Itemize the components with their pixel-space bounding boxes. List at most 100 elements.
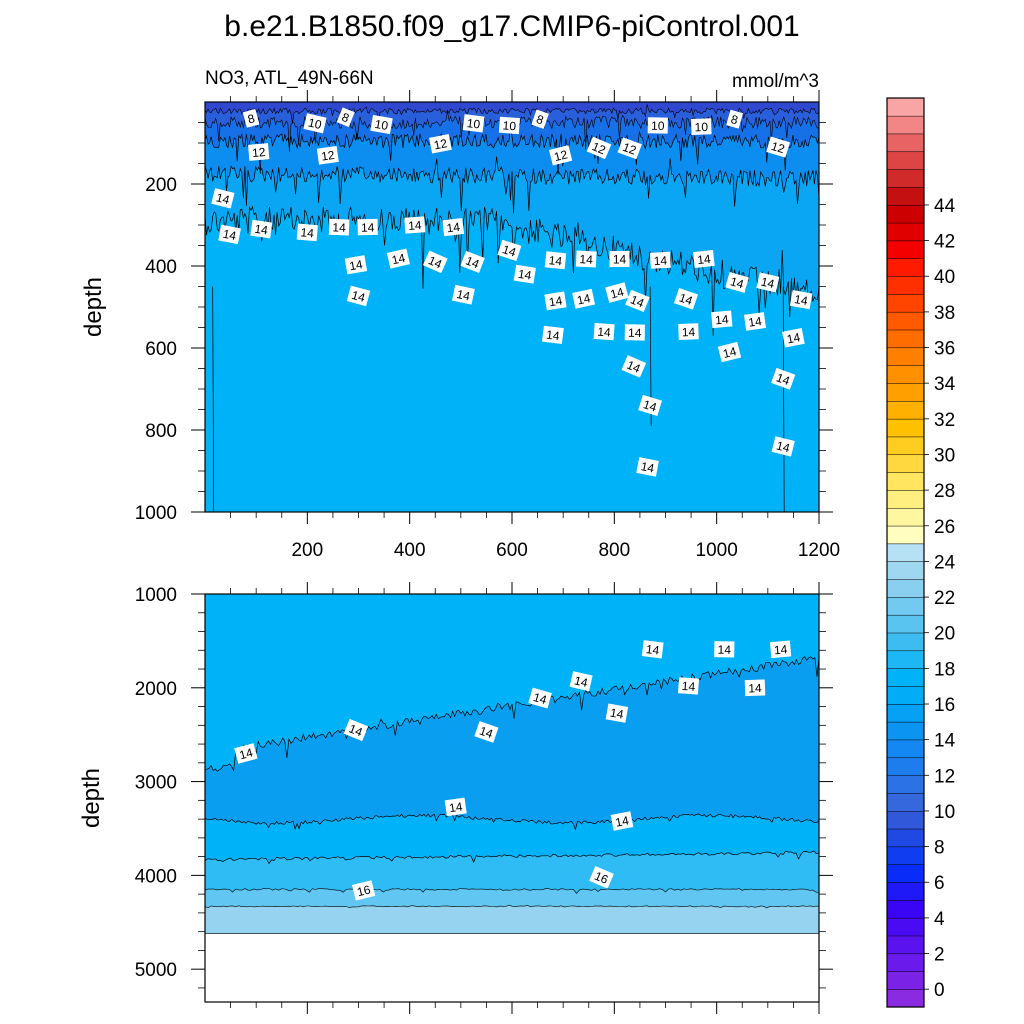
colorbar-box xyxy=(886,739,925,759)
contour-label: 14 xyxy=(250,219,273,239)
contour-label: 14 xyxy=(474,721,499,743)
colorbar-tick-labels: 0246810121416182022242628303234363840424… xyxy=(924,196,956,1001)
contour-label-box xyxy=(343,718,369,742)
contour-label-box xyxy=(789,289,813,310)
contour-label-text: 12 xyxy=(433,136,449,152)
lower-y-axis-label: depth xyxy=(78,768,105,828)
colorbar-box xyxy=(886,436,925,456)
contour-label-text: 14 xyxy=(426,253,444,271)
contour-label: 12 xyxy=(617,137,642,160)
contour-label-text: 14 xyxy=(222,227,238,243)
contour-label-box xyxy=(250,219,273,239)
contour-label-box xyxy=(771,367,796,390)
contour-label-box xyxy=(357,218,378,236)
contour-label-text: 14 xyxy=(653,253,667,268)
contour-label-box xyxy=(766,136,791,158)
contour-label-text: 10 xyxy=(651,119,665,133)
contour-label-text: 14 xyxy=(573,673,589,690)
contour-label: 14 xyxy=(624,324,645,341)
contour-label: 10 xyxy=(370,114,393,135)
contour-label: 14 xyxy=(638,394,663,416)
contour-label: 14 xyxy=(743,312,767,331)
contour-label-text: 12 xyxy=(590,139,608,157)
contour-label: 8 xyxy=(242,108,260,128)
colorbar-box xyxy=(886,917,925,937)
contour-label-text: 14 xyxy=(642,397,659,414)
contour-label: 12 xyxy=(548,145,573,166)
upper-contour-labels: 8 8 8 8 10 10 10 10 10 10 12 12 12 12 12 12 12 14 14 14 14 14… xyxy=(211,107,813,477)
upper-ticks: 200 400 600 800 1000 200 400 600 800 1000 1200 xyxy=(135,90,840,561)
lower-y-tick-label: 2000 xyxy=(135,679,177,700)
colorbar-box xyxy=(886,365,925,384)
contour-label: 14 xyxy=(451,284,475,305)
contour-label: 14 xyxy=(649,251,671,269)
contour-label-box xyxy=(621,355,647,378)
contour-label-box xyxy=(370,114,393,135)
colorbar-tick-label: 34 xyxy=(934,374,956,395)
colorbar-box xyxy=(886,169,925,188)
colorbar-box xyxy=(886,186,925,206)
colorbar-box xyxy=(886,418,925,438)
upper-y-tick-label: 800 xyxy=(145,421,177,442)
contour-label-text: 14 xyxy=(464,253,482,271)
lower-contour-line-16 xyxy=(205,850,819,865)
contour-label: 14 xyxy=(771,436,795,457)
contour-label: 14 xyxy=(344,255,368,275)
contour-label-box xyxy=(242,108,260,128)
colorbar-box xyxy=(886,133,925,153)
contour-label-text: 14 xyxy=(640,459,656,475)
colorbar-tick-label: 38 xyxy=(934,303,955,324)
contour-label-box xyxy=(691,118,712,135)
contour-label-box xyxy=(336,107,355,128)
contour-label-text: 14 xyxy=(625,358,643,376)
colorbar-box xyxy=(886,472,925,491)
contour-label-box xyxy=(678,323,699,340)
contour-label-box xyxy=(726,109,744,129)
contour-label-box xyxy=(756,272,780,293)
upper-y-tick-label: 400 xyxy=(145,257,177,278)
contour-label-text: 12 xyxy=(621,140,639,158)
contour-label-text: 14 xyxy=(793,292,809,308)
contour-label: 14 xyxy=(572,288,596,309)
colorbar-box xyxy=(886,222,925,242)
contour-label-text: 8 xyxy=(534,112,545,128)
contour-label-box xyxy=(693,249,715,269)
contour-label-text: 8 xyxy=(246,111,256,126)
contour-label: 14 xyxy=(211,188,235,209)
contour-label-box xyxy=(610,811,634,831)
contour-label-text: 14 xyxy=(697,252,712,267)
colorbar-box xyxy=(886,525,925,545)
colorbar-tick-label: 32 xyxy=(934,410,955,431)
contour-label-text: 14 xyxy=(455,287,471,304)
upper-band-lt-6 xyxy=(205,102,819,125)
contour-label-text: 14 xyxy=(238,745,255,762)
contour-label-box xyxy=(218,224,241,245)
contour-label-box xyxy=(328,218,350,236)
contour-label-text: 14 xyxy=(517,267,533,283)
contour-label: 14 xyxy=(513,264,536,284)
contour-label-box xyxy=(575,250,597,268)
contour-label: 14 xyxy=(714,641,735,658)
lower-contour-fill xyxy=(205,594,819,1002)
colorbar-tick-label: 18 xyxy=(934,659,955,680)
colorbar-box xyxy=(886,668,925,687)
contour-label-text: 10 xyxy=(694,120,708,134)
colorbar-box xyxy=(886,632,925,652)
contour-label: 14 xyxy=(460,250,485,273)
contour-label-box xyxy=(346,285,371,307)
colorbar-tick-label: 28 xyxy=(934,481,955,502)
colorbar-box xyxy=(886,596,925,616)
contour-label: 14 xyxy=(717,341,742,363)
contour-label: 12 xyxy=(586,136,612,160)
contour-label: 14 xyxy=(636,457,659,477)
contour-label-box xyxy=(744,679,766,697)
contour-label-box xyxy=(711,310,733,329)
contour-label-text: 14 xyxy=(597,325,612,340)
colorbar-box xyxy=(886,561,925,580)
contour-label: 14 xyxy=(296,223,318,242)
colorbar-tick-label: 22 xyxy=(934,588,955,609)
upper-y-tick-label: 200 xyxy=(145,175,177,196)
contour-label-text: 14 xyxy=(408,218,423,233)
contour-label-box xyxy=(498,116,520,135)
colorbar-box xyxy=(886,810,925,830)
